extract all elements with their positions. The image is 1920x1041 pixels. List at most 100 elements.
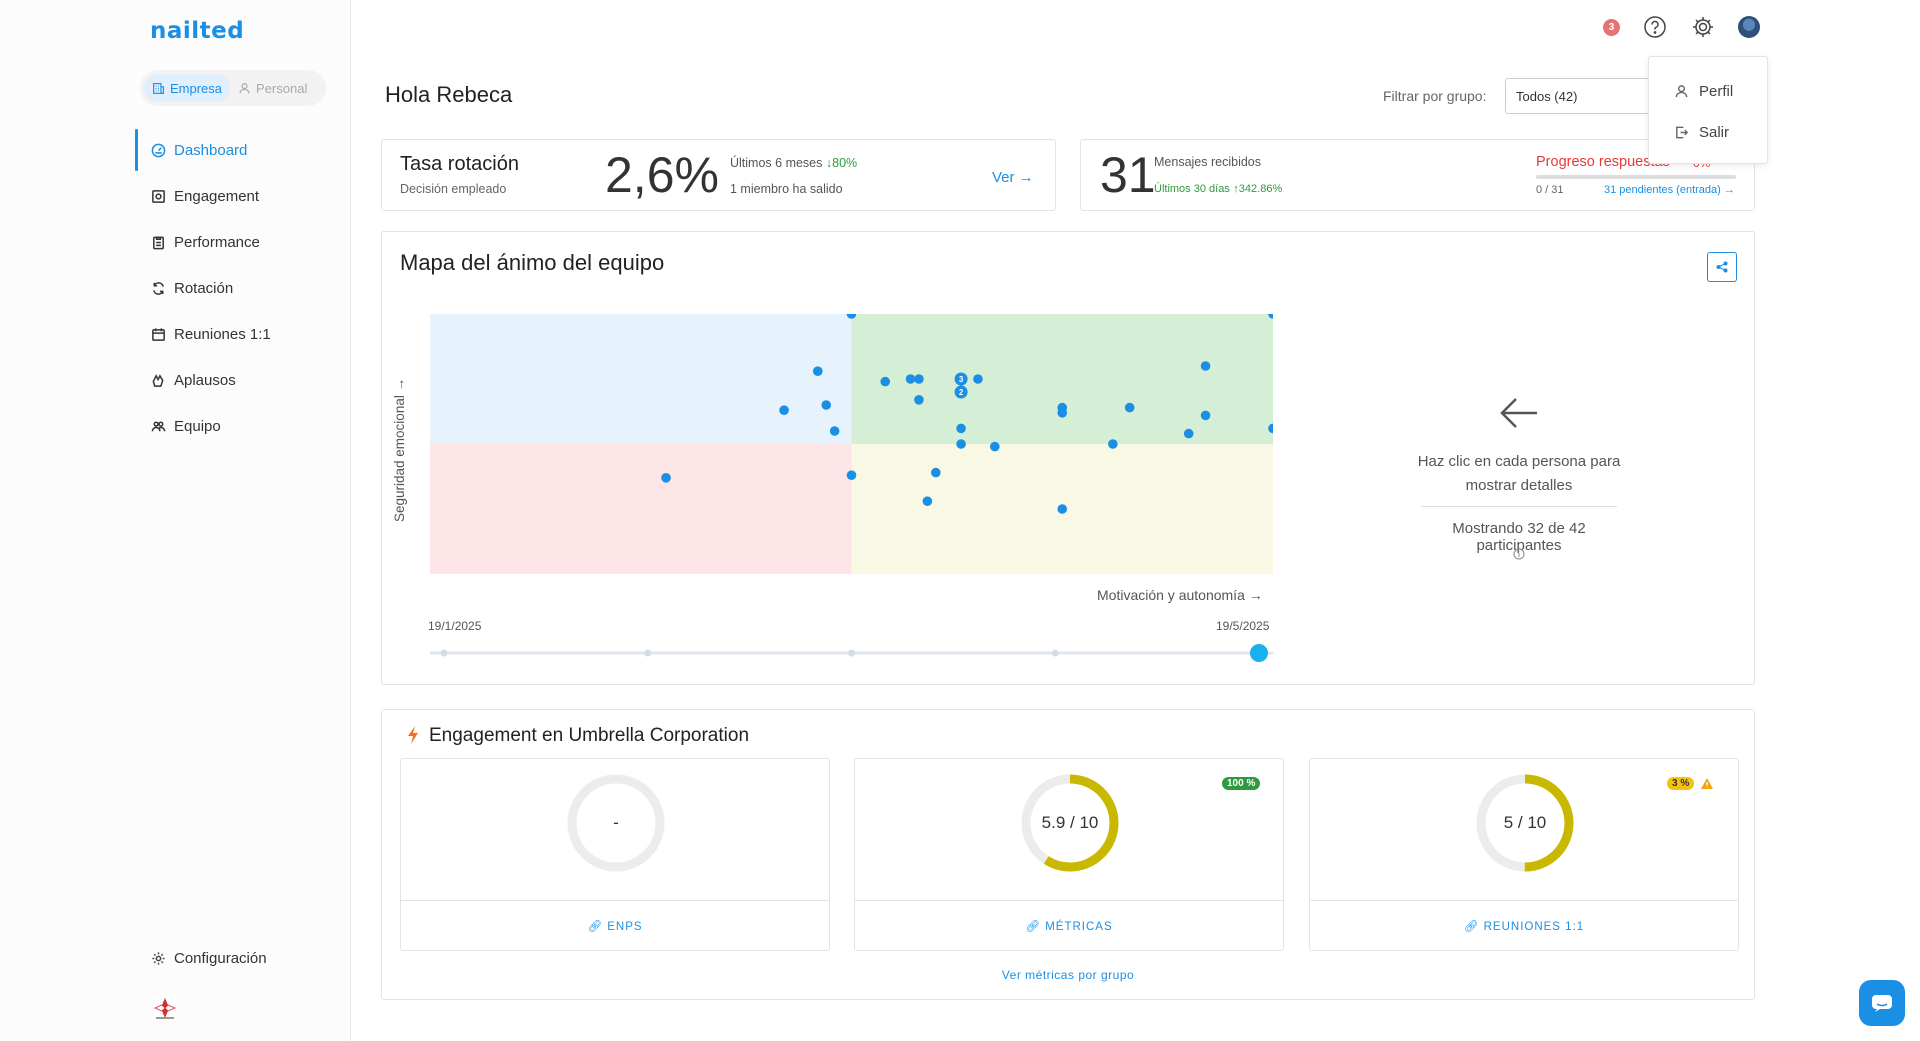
nav-item-rotacion[interactable]: Rotación [135, 265, 351, 311]
menu-item-profile[interactable]: Perfil [1649, 71, 1767, 112]
calendar-icon [152, 327, 165, 341]
metrics-by-group-link[interactable]: Ver métricas por grupo [1001, 968, 1135, 982]
group-filter-select[interactable]: Todos (42) [1505, 78, 1655, 114]
progress-count: 0 / 31 [1536, 184, 1564, 196]
messages-value: 31 [1100, 147, 1156, 203]
toggle-personal[interactable]: Personal [230, 74, 315, 102]
person-dot[interactable] [1108, 439, 1118, 449]
person-dot[interactable] [821, 400, 832, 410]
card-divider [855, 900, 1283, 901]
person-dot[interactable] [956, 423, 966, 434]
person-dot[interactable] [661, 473, 671, 483]
person-dot[interactable] [931, 467, 941, 478]
logout-icon [1676, 126, 1689, 139]
chat-button[interactable] [1859, 980, 1905, 1026]
person-dot[interactable] [1124, 402, 1135, 413]
slider-stop[interactable] [1051, 649, 1059, 657]
config-label: Configuración [174, 950, 267, 967]
meetings-link-label: REUNIONES 1:1 [1483, 921, 1585, 933]
dot-count-label: 2 [959, 388, 964, 397]
slider-stop[interactable] [848, 649, 855, 657]
slider-handle[interactable] [1250, 644, 1268, 662]
person-dot[interactable] [812, 366, 823, 376]
enps-link[interactable]: 🔗︎ ENPS [401, 919, 829, 933]
person-dot[interactable] [1200, 410, 1211, 421]
company-logo-icon [153, 997, 177, 1019]
date-slider[interactable] [430, 643, 1273, 663]
help-button[interactable] [1642, 14, 1668, 40]
slider-stop[interactable] [440, 649, 448, 657]
person-dot[interactable] [905, 374, 916, 384]
person-dot[interactable] [880, 376, 891, 387]
date-end: 19/5/2025 [1216, 619, 1270, 633]
meetings-value: 5 / 10 [1503, 813, 1547, 832]
sidebar: nailted Empresa Personal Dashboard Engag… [0, 0, 351, 1041]
person-dot[interactable] [1057, 504, 1068, 514]
enps-card: - 🔗︎ ENPS [400, 758, 830, 951]
person-dot[interactable] [990, 441, 1000, 452]
person-dot[interactable] [954, 385, 968, 399]
nav-item-aplausos[interactable]: Aplausos [135, 357, 351, 403]
metrics-link[interactable]: 🔗︎ MÉTRICAS [855, 919, 1283, 933]
person-dot[interactable] [954, 372, 968, 386]
person-dot[interactable] [1183, 428, 1194, 439]
person-dot[interactable] [1057, 408, 1068, 418]
person-dot[interactable] [779, 405, 789, 415]
nav-label: Reuniones 1:1 [174, 325, 271, 343]
refresh-icon [153, 281, 164, 295]
info-icon[interactable] [1513, 548, 1525, 560]
rotation-title: Tasa rotación [400, 153, 519, 175]
rotation-subtitle: Decisión empleado [400, 182, 507, 196]
menu-item-logout[interactable]: Salir [1649, 112, 1767, 153]
nav-label: Rotación [174, 279, 234, 297]
rotation-period-line: Últimos 6 meses ↓80% [730, 156, 857, 170]
rotation-view-link[interactable]: Ver → [992, 169, 1034, 186]
nav-item-reuniones[interactable]: Reuniones 1:1 [135, 311, 351, 357]
person-dot[interactable] [914, 374, 924, 384]
nav-item-engagement[interactable]: Engagement [135, 173, 351, 219]
settings-button[interactable] [1690, 14, 1716, 40]
user-avatar[interactable] [1738, 16, 1760, 38]
engagement-card: Engagement en Umbrella Corporation - 🔗︎ … [381, 709, 1755, 1000]
share-button[interactable] [1707, 252, 1737, 282]
gauge-fill [1021, 774, 1119, 872]
gear-icon [1693, 17, 1713, 37]
toggle-company[interactable]: Empresa [144, 74, 231, 102]
bolt-icon [408, 726, 418, 744]
meetings-badge: 3 % [1667, 777, 1695, 790]
nav-label: Engagement [174, 187, 260, 205]
main-nav: Dashboard Engagement Performance Rotació… [135, 127, 351, 449]
survey-icon [152, 189, 165, 203]
rotation-value: 2,6% [605, 147, 719, 203]
app-logo[interactable]: nailted [150, 18, 245, 44]
meetings-card: 3 % 5 / 10 🔗︎ REUNIONES 1:1 [1309, 758, 1739, 951]
user-icon [1675, 85, 1688, 98]
person-dot[interactable] [846, 470, 857, 480]
meetings-donut [1476, 774, 1574, 872]
meetings-link[interactable]: 🔗︎ REUNIONES 1:1 [1310, 919, 1738, 933]
person-dot[interactable] [829, 426, 840, 436]
person-dot[interactable] [1268, 314, 1273, 319]
person-dot[interactable] [1200, 361, 1211, 371]
nav-item-dashboard[interactable]: Dashboard [135, 127, 351, 173]
person-dot[interactable] [1268, 423, 1273, 434]
person-dot[interactable] [846, 314, 857, 319]
nav-item-performance[interactable]: Performance [135, 219, 351, 265]
pending-link[interactable]: 31 pendientes (entrada) → [1604, 184, 1735, 196]
toggle-personal-label: Personal [256, 80, 308, 96]
rotation-card: Tasa rotación Decisión empleado 2,6% Últ… [381, 139, 1056, 211]
slider-stop[interactable] [644, 649, 652, 657]
person-dot[interactable] [914, 395, 924, 405]
nav-item-configuracion[interactable]: Configuración [151, 950, 267, 967]
person-dot[interactable] [973, 374, 983, 384]
notification-badge[interactable]: 3 [1603, 18, 1620, 36]
person-dot[interactable] [922, 496, 933, 506]
nav-label: Equipo [174, 417, 221, 435]
enps-value: - [613, 813, 619, 832]
building-icon [153, 82, 164, 94]
nav-item-equipo[interactable]: Equipo [135, 403, 351, 449]
mood-scatter-plot: 23 [430, 314, 1273, 574]
person-dot[interactable] [956, 439, 966, 449]
card-divider [401, 900, 829, 901]
engagement-title: Engagement en Umbrella Corporation [429, 725, 750, 746]
